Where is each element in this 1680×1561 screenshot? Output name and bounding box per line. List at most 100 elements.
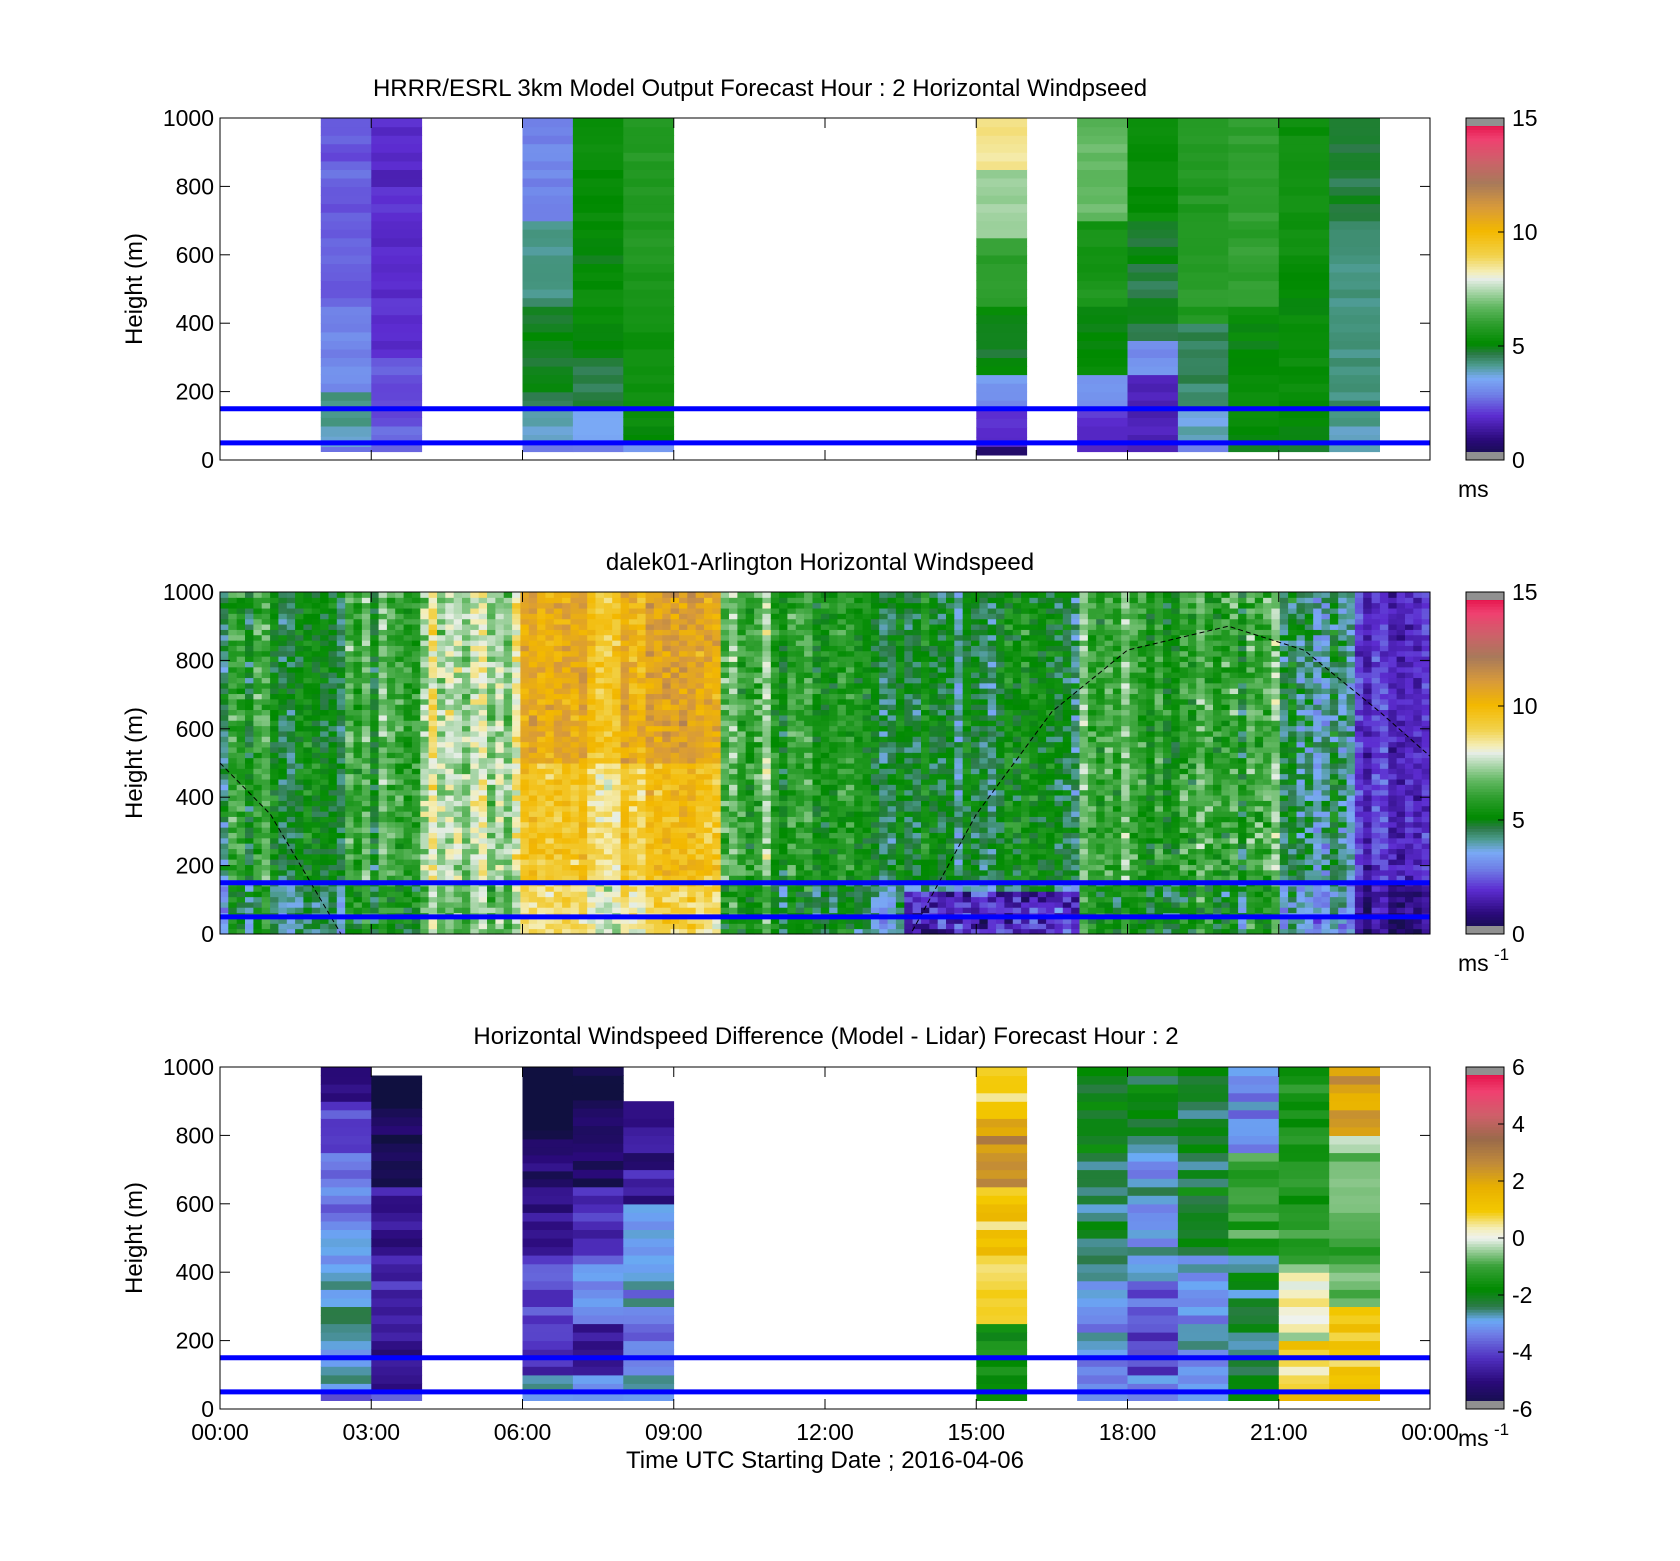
heatmap-cell (1278, 212, 1330, 222)
heatmap-cell (462, 602, 471, 609)
heatmap-cell (770, 773, 780, 780)
heatmap-cell (522, 374, 574, 384)
heatmap-cell (737, 640, 747, 646)
heatmap-cell (1177, 383, 1229, 393)
heatmap-cell (520, 602, 530, 609)
heatmap-cell (512, 923, 521, 930)
heatmap-cell (612, 656, 622, 662)
heatmap-cell (420, 618, 430, 625)
heatmap-cell (270, 901, 279, 908)
heatmap-cell (562, 666, 571, 673)
heatmap-cell (345, 843, 355, 850)
heatmap-cell (695, 752, 705, 759)
heatmap-cell (628, 747, 638, 753)
heatmap-cell (295, 789, 304, 796)
heatmap-cell (270, 682, 279, 689)
heatmap-cell (737, 853, 747, 860)
heatmap-cell (220, 805, 229, 812)
heatmap-cell (712, 848, 722, 855)
heatmap-cell (261, 672, 271, 679)
heatmap-cell (345, 848, 355, 855)
heatmap-cell (462, 784, 471, 791)
heatmap-cell (770, 885, 780, 892)
heatmap-cell (729, 618, 738, 625)
heatmap-cell (645, 832, 655, 839)
heatmap-cell (620, 827, 630, 833)
heatmap-cell (353, 923, 363, 930)
heatmap-cell (520, 730, 530, 737)
heatmap-cell (712, 923, 722, 930)
heatmap-cell (345, 624, 355, 630)
heatmap-cell (228, 693, 238, 700)
heatmap-cell (411, 805, 421, 812)
heatmap-cell (1228, 194, 1280, 205)
heatmap-cell (253, 853, 263, 860)
heatmap-cell (528, 618, 538, 625)
heatmap-cell (537, 784, 546, 791)
heatmap-cell (620, 747, 630, 753)
heatmap-cell (403, 629, 413, 636)
heatmap-cell (503, 757, 513, 764)
heatmap-cell (328, 608, 338, 614)
heatmap-cell (1228, 434, 1280, 444)
heatmap-cell (562, 677, 571, 684)
heatmap-cell (478, 901, 488, 908)
heatmap-cell (976, 143, 1028, 153)
heatmap-cell (487, 800, 496, 807)
heatmap-cell (595, 864, 605, 871)
heatmap-cell (420, 923, 430, 930)
heatmap-cell (236, 613, 246, 620)
heatmap-cell (645, 656, 655, 662)
heatmap-cell (528, 779, 538, 785)
heatmap-cell (462, 843, 471, 850)
heatmap-cell (295, 677, 304, 684)
heatmap-cell (286, 613, 296, 620)
heatmap-cell (361, 800, 371, 807)
heatmap-cell (729, 891, 738, 898)
heatmap-cell (670, 773, 680, 780)
heatmap-cell (437, 832, 446, 839)
colorbar-segment (1466, 163, 1504, 167)
heatmap-cell (562, 853, 571, 860)
heatmap-cell (729, 672, 738, 679)
heatmap-cell (278, 864, 288, 871)
heatmap-cell (503, 816, 513, 823)
colorbar-segment (1466, 303, 1504, 307)
heatmap-cell (495, 677, 505, 684)
heatmap-cell (286, 885, 296, 892)
heatmap-cell (645, 918, 655, 924)
heatmap-cell (295, 832, 304, 839)
heatmap-cell (520, 843, 530, 850)
heatmap-cell (336, 741, 346, 748)
heatmap-cell (303, 843, 313, 850)
heatmap-cell (628, 688, 638, 695)
heatmap-cell (653, 800, 663, 807)
heatmap-cell (503, 661, 513, 668)
heatmap-cell (570, 624, 580, 630)
heatmap-cell (245, 709, 254, 716)
heatmap-cell (612, 640, 622, 646)
heatmap-cell (687, 821, 697, 828)
heatmap-cell (729, 597, 738, 604)
heatmap-cell (437, 730, 446, 737)
heatmap-cell (562, 752, 571, 759)
heatmap-cell (570, 698, 580, 705)
heatmap-cell (729, 763, 738, 769)
heatmap-cell (745, 885, 755, 892)
heatmap-cell (403, 693, 413, 700)
heatmap-cell (570, 629, 580, 636)
heatmap-cell (453, 693, 463, 700)
heatmap-cell (679, 624, 688, 630)
heatmap-cell (578, 896, 588, 903)
heatmap-cell (395, 704, 405, 711)
heatmap-cell (520, 864, 530, 871)
heatmap-cell (470, 757, 480, 764)
heatmap-cell (487, 848, 496, 855)
colorbar-segment (1466, 437, 1504, 441)
heatmap-cell (712, 811, 722, 817)
heatmap-cell (336, 827, 346, 833)
heatmap-cell (653, 640, 663, 646)
heatmap-cell (261, 709, 271, 716)
heatmap-cell (537, 682, 546, 689)
heatmap-cell (420, 720, 430, 727)
